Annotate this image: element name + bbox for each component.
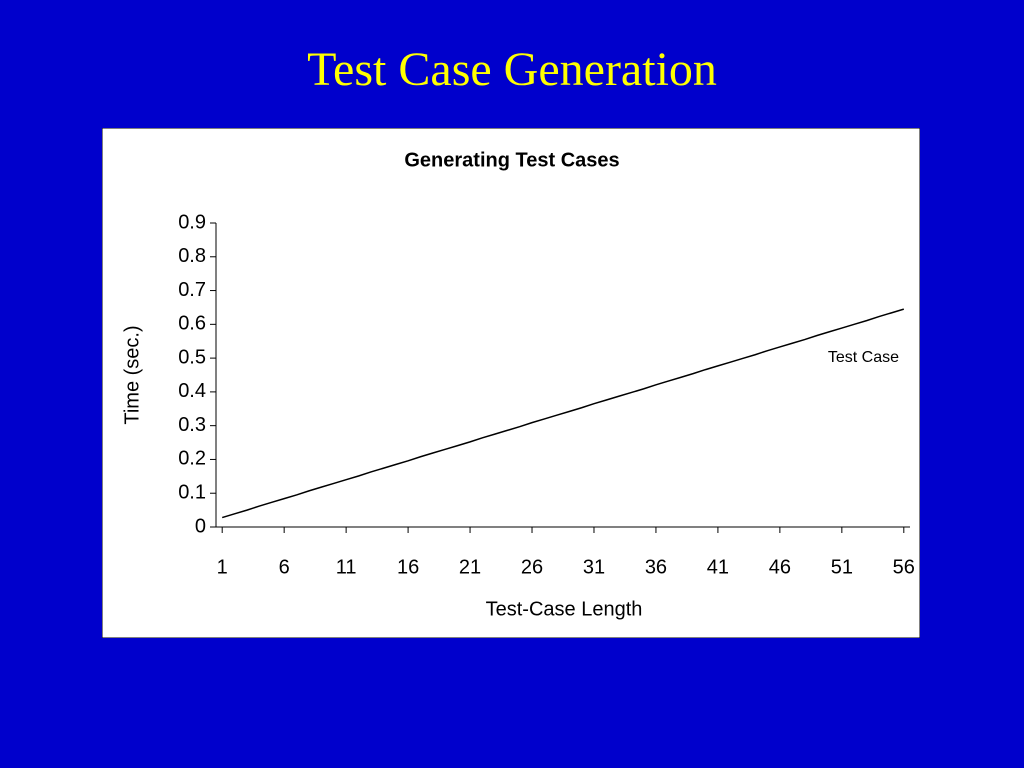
x-tick-label: 11 xyxy=(336,556,357,578)
y-tick-label: 0.7 xyxy=(178,279,206,301)
y-tick-label: 0.3 xyxy=(178,414,206,436)
y-tick-label: 0.8 xyxy=(178,245,206,267)
x-tick-label: 36 xyxy=(645,556,667,578)
y-tick-label: 0.9 xyxy=(178,211,206,233)
x-axis-label: Test-Case Length xyxy=(486,598,643,620)
chart: Generating Test Cases Test-Case Length T… xyxy=(102,128,920,638)
x-tick-label: 21 xyxy=(459,556,481,578)
x-tick-label: 31 xyxy=(583,556,605,578)
y-tick-label: 0.6 xyxy=(178,313,206,335)
y-axis-label: Time (sec.) xyxy=(121,325,143,424)
x-tick-label: 26 xyxy=(521,556,543,578)
x-tick-label: 41 xyxy=(707,556,729,578)
x-tick-label: 6 xyxy=(279,556,290,578)
chart-title: Generating Test Cases xyxy=(404,149,619,171)
y-tick-label: 0.5 xyxy=(178,346,206,368)
y-tick-label: 0.4 xyxy=(178,380,206,402)
y-tick-label: 0.2 xyxy=(178,448,206,470)
series-label: Test Case xyxy=(828,349,899,366)
x-tick-label: 51 xyxy=(831,556,853,578)
y-tick-label: 0.1 xyxy=(178,482,206,504)
line xyxy=(221,308,905,519)
x-tick-label: 46 xyxy=(769,556,791,578)
x-tick-label: 56 xyxy=(893,556,915,578)
slide-title: Test Case Generation xyxy=(307,43,717,96)
y-tick-label: 0 xyxy=(195,515,206,537)
x-tick-label: 1 xyxy=(217,556,228,578)
chart-area xyxy=(102,128,920,638)
x-tick-label: 16 xyxy=(397,556,419,578)
